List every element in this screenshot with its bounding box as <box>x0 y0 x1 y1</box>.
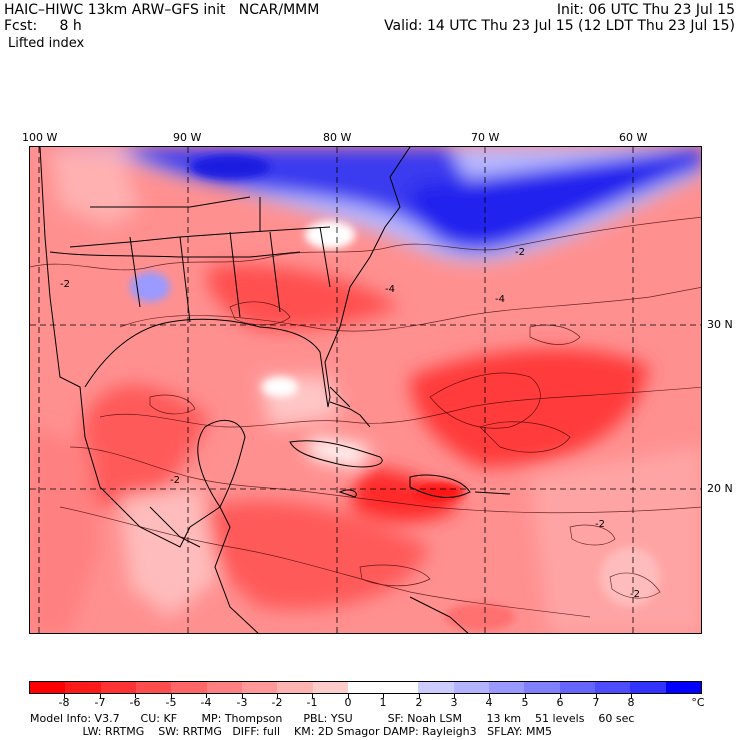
color-scale-tick <box>206 694 207 698</box>
color-scale-segment <box>135 682 172 693</box>
color-scale-segment <box>665 682 701 693</box>
color-scale-segment <box>347 682 384 693</box>
color-scale-segment <box>241 682 278 693</box>
lat-lon-grid <box>30 147 701 633</box>
color-scale-segment <box>312 682 348 693</box>
contour-label: -4 <box>385 284 395 295</box>
color-scale-segment <box>277 682 313 693</box>
color-scale-segment <box>489 682 525 693</box>
color-scale-segment <box>453 682 490 693</box>
color-scale-segment <box>418 682 454 693</box>
color-scale-tick <box>242 694 243 698</box>
color-scale-tick-label: -3 <box>236 696 248 709</box>
color-scale-tick-label: -8 <box>58 696 70 709</box>
color-scale-segment <box>595 682 631 693</box>
color-scale-tick-label: 3 <box>450 696 458 709</box>
lon-label-90w: 90 W <box>173 131 202 144</box>
color-scale-tick-label: 7 <box>592 696 600 709</box>
forecast-hour: Fcst: 8 h <box>4 18 82 34</box>
lon-label-60w: 60 W <box>619 131 648 144</box>
color-scale-tick-label: 5 <box>521 696 529 709</box>
color-scale-tick-label: -5 <box>165 696 177 709</box>
lat-label-20n: 20 N <box>707 482 733 495</box>
color-scale-tick-label: 0 <box>344 696 352 709</box>
color-scale-tick <box>631 694 632 698</box>
color-scale-segment <box>630 682 666 693</box>
contour-label: -2 <box>515 247 525 258</box>
color-scale-tick-label: -4 <box>200 696 212 709</box>
color-scale-tick <box>383 694 384 698</box>
color-scale-segment <box>559 682 595 693</box>
color-scale-tick-label: 4 <box>485 696 493 709</box>
lat-label-30n: 30 N <box>707 318 733 331</box>
color-scale-segment <box>30 682 66 693</box>
model-info-line2: LW: RRTMG SW: RRTMG DIFF: full KM: 2D Sm… <box>30 725 552 738</box>
color-scale-unit: °C <box>691 696 705 709</box>
contour-label: -4 <box>495 294 505 305</box>
model-title: HAIC–HIWC 13km ARW–GFS init NCAR/MMM <box>4 2 320 18</box>
color-scale-tick-label: 6 <box>556 696 564 709</box>
color-scale-tick <box>171 694 172 698</box>
color-scale-tick-label: -6 <box>129 696 141 709</box>
field-name: Lifted index <box>8 36 85 51</box>
color-scale-tick <box>419 694 420 698</box>
map-canvas: -2 -4 -2 -2 -4 -2 -2 <box>30 147 701 633</box>
contour-label: -2 <box>60 279 70 290</box>
color-scale-segment <box>383 682 419 693</box>
lon-label-70w: 70 W <box>471 131 500 144</box>
color-scale-tick-label: 2 <box>415 696 423 709</box>
init-time: Init: 06 UTC Thu 23 Jul 15 <box>556 2 735 18</box>
contour-label: -2 <box>630 589 640 600</box>
coastlines <box>39 147 511 633</box>
color-scale-tick <box>489 694 490 698</box>
field-shading <box>30 147 701 633</box>
color-scale-segment <box>100 682 136 693</box>
model-info-line1: Model Info: V3.7 CU: KF MP: Thompson PBL… <box>30 712 635 725</box>
color-scale-segment <box>524 682 560 693</box>
color-scale-tick <box>560 694 561 698</box>
color-scale-tick-label: 1 <box>379 696 387 709</box>
contour-label-group: -2 -4 -2 -2 -4 -2 -2 <box>60 247 640 600</box>
color-scale-tick <box>454 694 455 698</box>
color-scale-bar <box>29 681 702 694</box>
lifted-index-map: -2 -4 -2 -2 -4 -2 -2 <box>29 146 702 634</box>
color-scale-tick-label: -2 <box>271 696 283 709</box>
color-scale-tick <box>525 694 526 698</box>
color-scale-segment <box>171 682 207 693</box>
color-scale-tick <box>277 694 278 698</box>
color-scale-segment <box>65 682 101 693</box>
lon-label-100w: 100 W <box>22 131 58 144</box>
color-scale-tick <box>100 694 101 698</box>
color-scale-tick <box>64 694 65 698</box>
color-scale-tick-label: 8 <box>627 696 635 709</box>
color-scale-tick <box>348 694 349 698</box>
li-contours <box>30 216 701 618</box>
color-scale-tick <box>596 694 597 698</box>
lon-label-80w: 80 W <box>323 131 352 144</box>
color-scale-tick-label: -7 <box>94 696 106 709</box>
color-scale-segment <box>206 682 242 693</box>
contour-label: -2 <box>595 519 605 530</box>
contour-label: -2 <box>170 475 180 486</box>
color-scale-tick <box>135 694 136 698</box>
color-scale-tick-label: -1 <box>306 696 318 709</box>
color-scale-tick <box>312 694 313 698</box>
valid-time: Valid: 14 UTC Thu 23 Jul 15 (12 LDT Thu … <box>384 18 735 34</box>
